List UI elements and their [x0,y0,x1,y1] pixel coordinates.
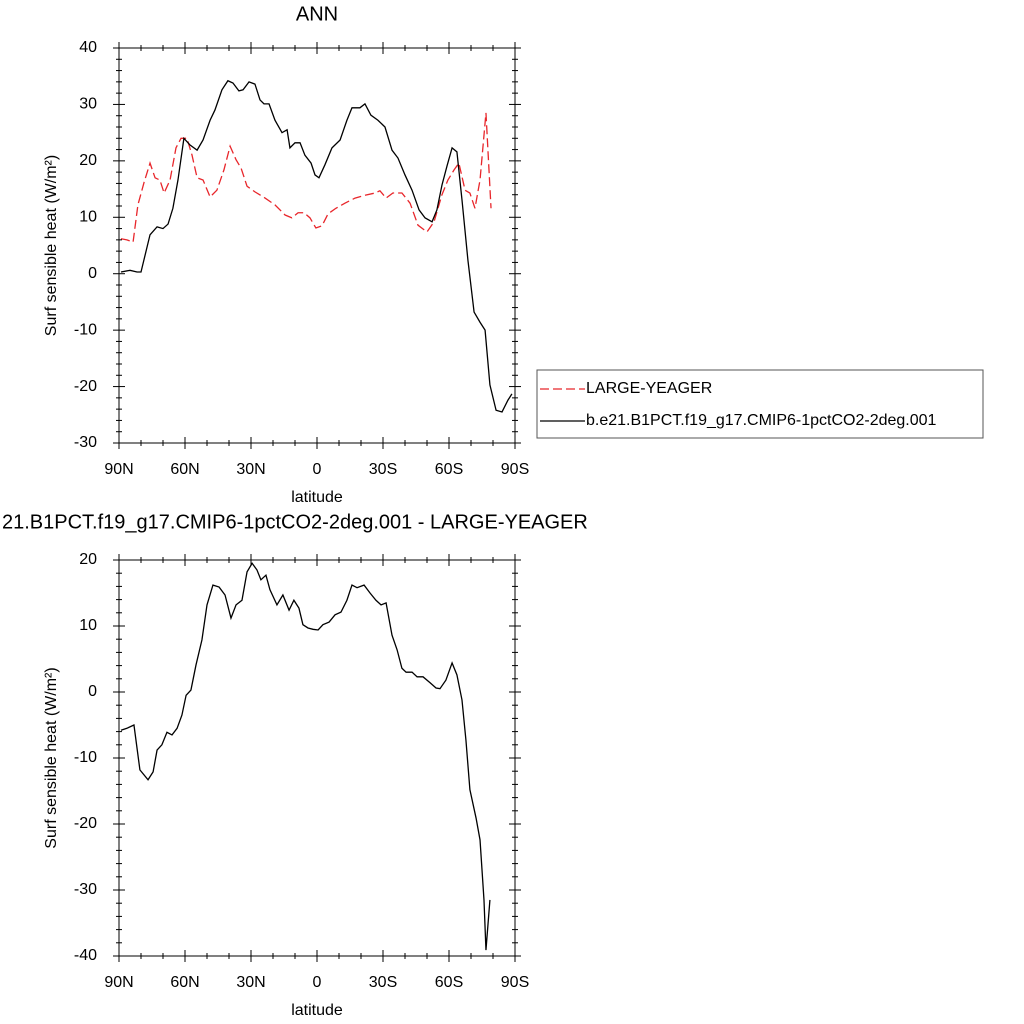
x-tick-label: 30S [369,974,397,991]
chart-title: ANN [296,3,338,25]
series-line [120,112,492,243]
x-tick-label: 90N [104,974,133,991]
y-tick-label: 0 [88,683,97,700]
x-tick-label: 0 [313,974,322,991]
y-tick-label: -20 [74,378,97,395]
y-tick-label: -30 [74,434,97,451]
y-tick-label: 10 [79,209,97,226]
y-tick-label: -10 [74,321,97,338]
series-line [120,562,491,951]
x-tick-label: 90S [501,974,529,991]
series-line [120,79,513,413]
x-tick-label: 30N [236,461,265,478]
x-tick-label: 30S [369,461,397,478]
plot-frame [118,559,516,957]
chart-title: 21.B1PCT.f19_g17.CMIP6-1pctCO2-2deg.001 … [2,511,588,533]
y-tick-label: -10 [74,749,97,766]
legend-box [536,369,984,439]
x-axis-label: latitude [291,1002,343,1019]
y-tick-label: -20 [74,815,97,832]
y-axis-label: Surf sensible heat (W/m²) [43,667,60,848]
y-tick-label: 30 [79,96,97,113]
legend-label: LARGE-YEAGER [586,380,712,397]
legend-label: b.e21.B1PCT.f19_g17.CMIP6-1pctCO2-2deg.0… [586,412,937,429]
y-tick-label: 20 [79,551,97,568]
x-tick-label: 30N [236,974,265,991]
x-tick-label: 0 [313,461,322,478]
x-tick-label: 60N [170,461,199,478]
y-axis-label: Surf sensible heat (W/m²) [43,155,60,336]
x-tick-label: 90S [501,461,529,478]
y-tick-label: 10 [79,617,97,634]
x-tick-label: 90N [104,461,133,478]
plot-frame [118,47,516,444]
y-tick-label: 40 [79,39,97,56]
y-tick-label: 20 [79,152,97,169]
y-tick-label: 0 [88,265,97,282]
x-tick-label: 60S [435,461,463,478]
x-axis-label: latitude [291,489,343,506]
y-tick-label: -40 [74,947,97,964]
y-tick-label: -30 [74,881,97,898]
x-tick-label: 60N [170,974,199,991]
x-tick-label: 60S [435,974,463,991]
